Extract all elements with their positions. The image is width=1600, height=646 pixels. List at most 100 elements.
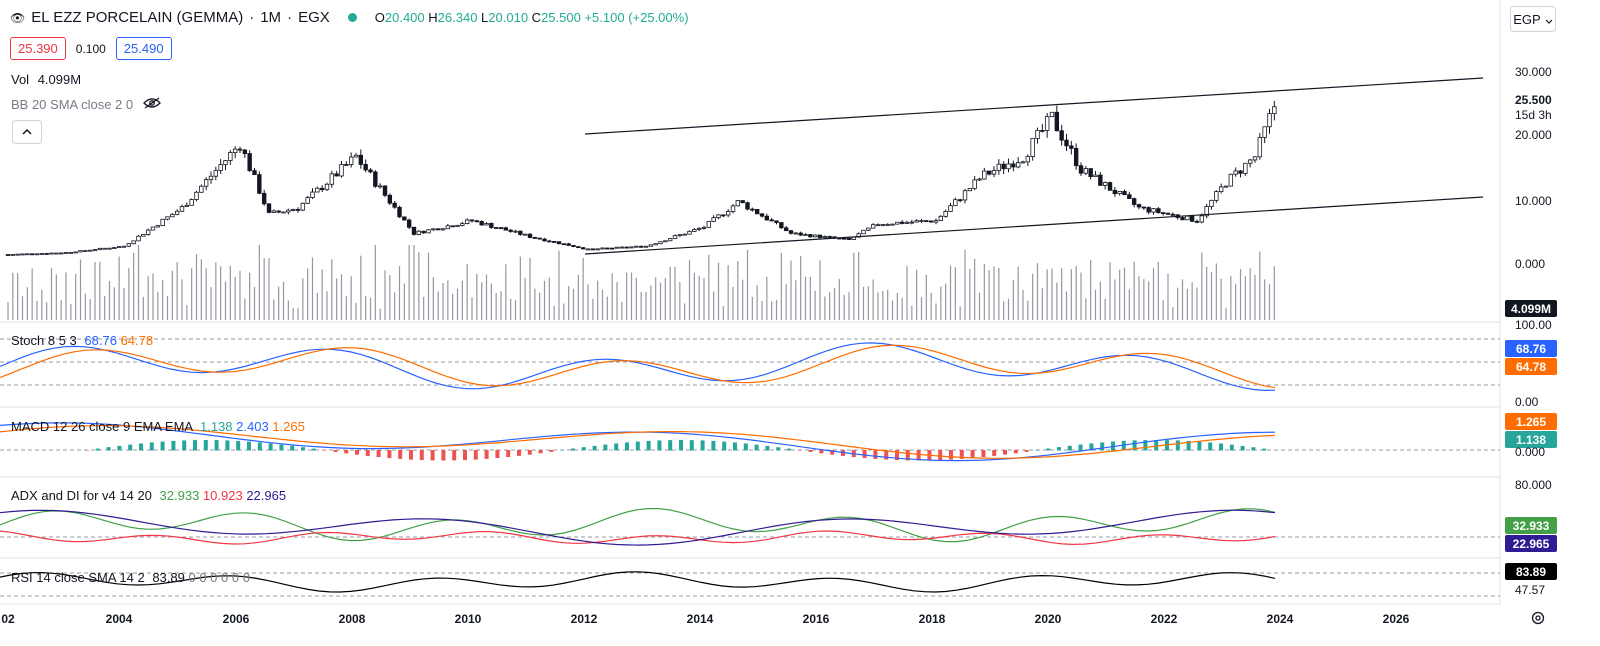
macd-hist-bar xyxy=(959,450,964,459)
volume-bar xyxy=(205,268,207,320)
volume-bar xyxy=(838,278,840,320)
candle-body xyxy=(576,246,581,249)
candle-body xyxy=(358,154,364,165)
eye-hidden-icon[interactable] xyxy=(143,97,162,112)
volume-bar xyxy=(655,277,657,320)
macd-hist-bar xyxy=(398,450,403,459)
candle-body xyxy=(658,241,663,245)
volume-bar xyxy=(365,296,367,320)
volume-bar xyxy=(36,300,38,320)
volume-bar xyxy=(278,286,280,320)
volume-bar xyxy=(635,277,637,320)
currency-selector[interactable]: EGP xyxy=(1510,6,1556,32)
candle-body xyxy=(866,227,871,231)
macd-hist-bar xyxy=(1240,445,1245,451)
sell-price-button[interactable]: 25.390 xyxy=(10,37,66,60)
symbol-name[interactable]: EL EZZ PORCELAIN (GEMMA) xyxy=(31,9,244,26)
volume-bar xyxy=(224,281,227,320)
macd-hist-bar xyxy=(884,450,889,460)
macd-legend[interactable]: MACD 12 26 close 9 EMA EMA 1.138 2.403 1… xyxy=(11,419,305,434)
macd-hist-bar xyxy=(1121,440,1126,451)
candle-body xyxy=(416,230,422,235)
volume-bar xyxy=(606,296,608,320)
macd-hist-bar xyxy=(452,450,457,461)
candle-body xyxy=(933,220,939,223)
volume-bar xyxy=(824,296,826,320)
macd-hist-bar xyxy=(592,445,597,451)
candle-body xyxy=(890,223,895,226)
candle-body xyxy=(5,254,11,256)
eye-icon[interactable]: 👁 xyxy=(10,10,26,25)
candle-body xyxy=(827,236,832,238)
candle-body xyxy=(895,221,900,225)
candle-body xyxy=(1102,182,1108,186)
volume-bar xyxy=(94,262,96,320)
macd-hist-bar xyxy=(787,448,791,451)
candle-body xyxy=(319,187,325,191)
candle-body xyxy=(426,229,431,234)
volume-bar xyxy=(906,266,908,320)
macd-hist-value: 1.265 xyxy=(272,419,305,434)
candle-body xyxy=(107,247,112,250)
buy-price-button[interactable]: 25.490 xyxy=(115,37,172,60)
macd-hist-bar xyxy=(506,450,511,458)
bollinger-legend[interactable]: BB 20 SMA close 2 0 xyxy=(11,97,162,112)
market-status-dot-icon[interactable] xyxy=(347,13,357,22)
adx-legend[interactable]: ADX and DI for v4 14 20 32.933 10.923 22… xyxy=(11,488,286,503)
volume-legend[interactable]: Vol 4.099M xyxy=(11,72,81,87)
volume-bar xyxy=(688,260,691,320)
volume-bar xyxy=(891,300,894,320)
macd-hist-bar xyxy=(1208,442,1213,451)
volume-bar xyxy=(1201,252,1203,320)
volume-bar xyxy=(659,282,662,320)
candle-body xyxy=(1223,185,1229,188)
candle-body xyxy=(957,199,963,202)
volume-bar xyxy=(553,305,555,320)
macd-hist-bar xyxy=(128,444,133,451)
volume-value: 4.099M xyxy=(37,72,82,87)
candle-body xyxy=(20,253,25,256)
collapse-legend-button[interactable] xyxy=(12,120,42,144)
candle-body xyxy=(112,247,117,249)
channel-upper-line xyxy=(584,77,1484,135)
volume-bar xyxy=(771,301,773,320)
volume-bar xyxy=(336,278,338,320)
volume-bar xyxy=(640,291,642,320)
macd-hist-bar xyxy=(171,440,176,451)
macd-hist-bar xyxy=(419,450,424,461)
price-axis-label: 20.000 xyxy=(1515,128,1552,142)
volume-bar xyxy=(766,276,768,320)
volume-bar xyxy=(1264,279,1266,320)
rsi-legend[interactable]: RSI 14 close SMA 14 2 83.89 0 0 0 0 0 0 xyxy=(11,570,250,585)
candle-body xyxy=(218,164,223,171)
candle-body xyxy=(914,220,919,223)
volume-bar xyxy=(780,252,782,320)
macd-hist-bar xyxy=(1089,443,1094,451)
candle-body xyxy=(232,148,238,153)
candle-body xyxy=(803,234,808,236)
candle-body xyxy=(1252,156,1258,161)
volume-bar xyxy=(785,284,787,320)
candle-body xyxy=(223,160,228,166)
volume-bar xyxy=(829,292,831,320)
candle-body xyxy=(469,219,475,222)
volume-bar xyxy=(379,308,381,320)
volume-label: Vol xyxy=(11,72,30,87)
settings-gear-icon[interactable] xyxy=(1530,610,1546,631)
candle-body xyxy=(208,175,214,181)
volume-bar xyxy=(1148,281,1150,320)
macd-signal-line xyxy=(0,424,1276,459)
volume-bar xyxy=(611,273,613,320)
interval[interactable]: 1M xyxy=(260,9,282,26)
volume-bar xyxy=(75,273,77,320)
macd-hist-bar xyxy=(679,440,683,451)
candle-body xyxy=(252,170,257,175)
candle-body xyxy=(1098,174,1103,186)
macd-hist-bar xyxy=(1035,449,1040,451)
stoch-legend[interactable]: Stoch 8 5 3 68.76 64.78 xyxy=(11,333,153,348)
candle-body xyxy=(266,203,272,213)
adx-axis-label: 80.000 xyxy=(1515,478,1552,492)
volume-bar xyxy=(133,252,135,320)
candle-body xyxy=(58,252,64,255)
